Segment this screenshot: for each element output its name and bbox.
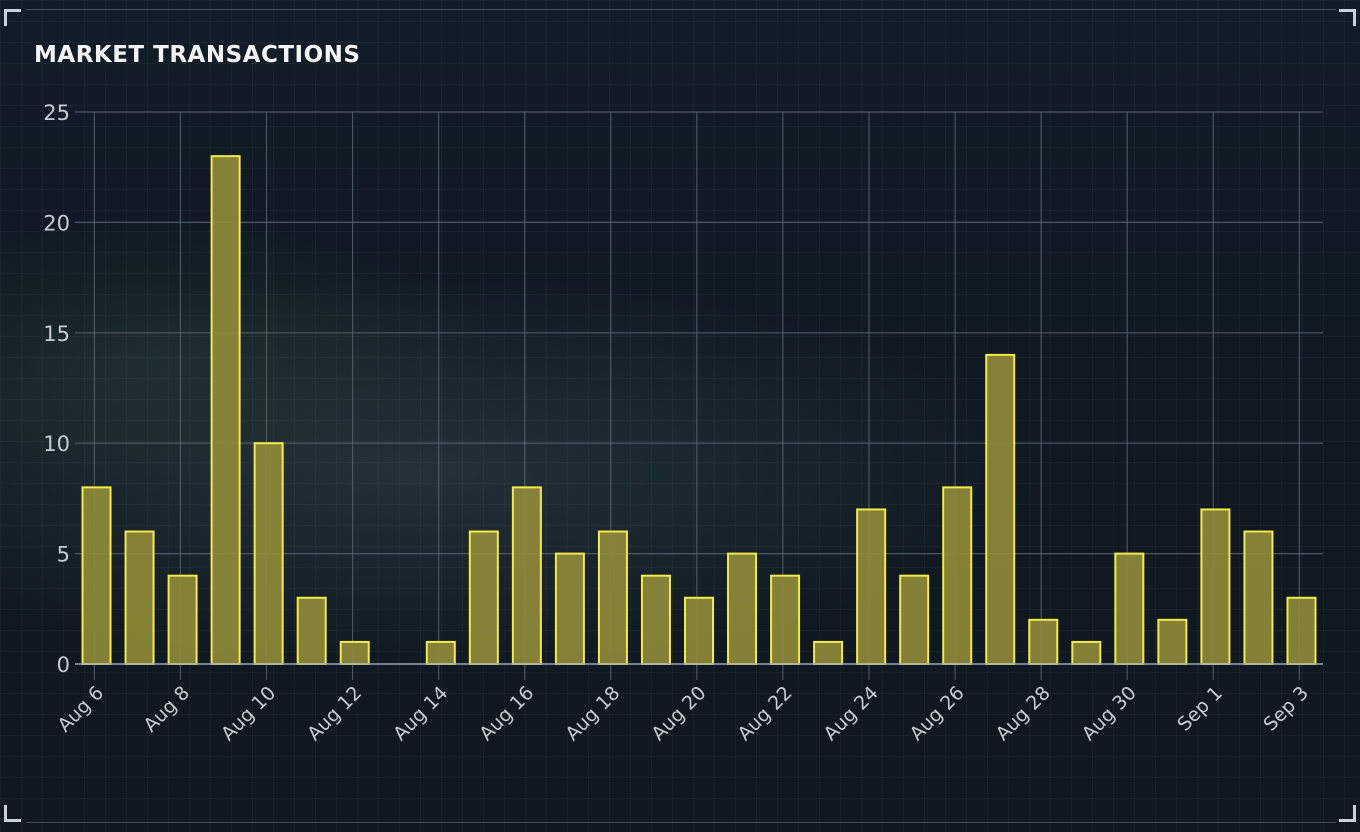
- x-tick-label: Aug 28: [992, 682, 1055, 745]
- bar: [813, 640, 844, 665]
- frame-bottom-border: [26, 822, 1336, 823]
- bar: [597, 530, 628, 666]
- frame-corner-top-right: [1339, 9, 1356, 26]
- x-tick-label: Aug 20: [647, 682, 710, 745]
- x-tick-label: Aug 6: [53, 682, 108, 737]
- bar: [1071, 640, 1102, 665]
- bar: [1286, 596, 1317, 666]
- bar: [210, 155, 241, 665]
- bar: [1157, 618, 1188, 666]
- bar: [167, 574, 198, 665]
- y-tick-labels: 0 5 10 15 20 25: [43, 101, 70, 677]
- y-tick-label: 20: [43, 211, 70, 235]
- x-tick-label: Aug 22: [733, 682, 796, 745]
- bar: [1114, 552, 1145, 665]
- x-tick-label: Aug 10: [217, 682, 280, 745]
- y-tick-label: 0: [57, 653, 70, 677]
- x-tick-label: Aug 26: [906, 682, 969, 745]
- bar: [942, 486, 973, 665]
- y-tick-label: 25: [43, 101, 70, 125]
- y-tick-label: 15: [43, 322, 70, 346]
- frame-corner-bottom-left: [4, 805, 21, 822]
- bar: [899, 574, 930, 665]
- bar: [339, 640, 370, 665]
- chart-title: MARKET TRANSACTIONS: [34, 42, 361, 68]
- bar: [856, 508, 887, 665]
- frame-corner-bottom-right: [1339, 805, 1356, 822]
- bar: [985, 353, 1016, 665]
- bar: [124, 530, 155, 666]
- x-tick-labels: Aug 6 Aug 8 Aug 10 Aug 12 Aug 14 Aug 16 Aug 18…: [53, 682, 1313, 745]
- bar: [253, 442, 284, 666]
- frame-corner-top-left: [4, 9, 21, 26]
- bar: [640, 574, 671, 665]
- bar: [554, 552, 585, 665]
- x-tick-label: Sep 3: [1259, 682, 1313, 736]
- x-tick-label: Aug 8: [140, 682, 195, 737]
- x-tick-label: Aug 24: [820, 682, 883, 745]
- bar: [425, 640, 456, 665]
- bar: [296, 596, 327, 666]
- frame-top-border: [26, 9, 1336, 10]
- x-tick-label: Sep 1: [1173, 682, 1227, 736]
- x-tick-label: Aug 18: [561, 682, 624, 745]
- bar: [511, 486, 542, 665]
- x-tick-label: Aug 14: [389, 682, 452, 745]
- x-tick-label: Aug 16: [475, 682, 538, 745]
- bar: [727, 552, 758, 665]
- bar: [1200, 508, 1231, 665]
- bars: [81, 155, 1317, 666]
- bar: [770, 574, 801, 665]
- bar: [1243, 530, 1274, 666]
- y-tick-label: 10: [43, 432, 70, 456]
- x-tick-label: Aug 30: [1078, 682, 1141, 745]
- y-tick-label: 5: [57, 543, 70, 567]
- x-tick-label: Aug 12: [303, 682, 366, 745]
- bar: [81, 486, 112, 665]
- bar: [468, 530, 499, 666]
- bar: [1028, 618, 1059, 666]
- bar: [684, 596, 714, 666]
